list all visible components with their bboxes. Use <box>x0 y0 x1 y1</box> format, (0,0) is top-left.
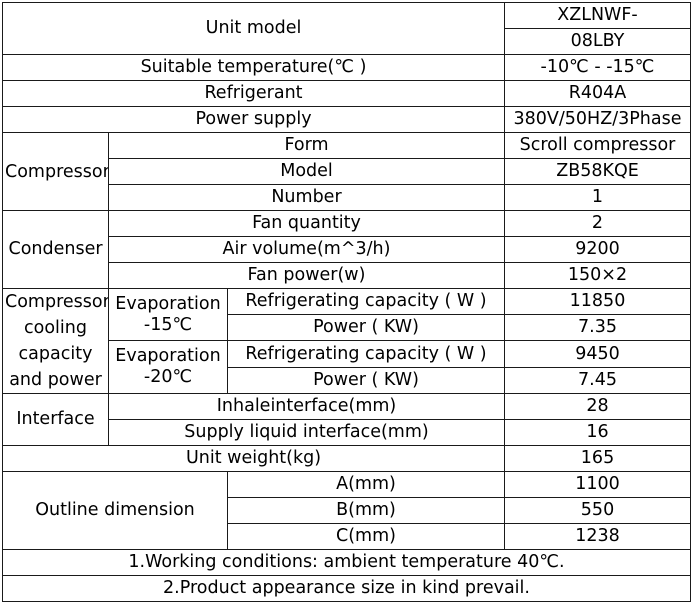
table-row: Power ( KW) 7.45 <box>3 367 691 394</box>
table-row: Unit model XZLNWF- <box>2 2 691 55</box>
dimension-c-label: C(mm) <box>227 523 505 550</box>
table-row: Condenser Fan quantity 2 <box>2 210 691 289</box>
power-supply-label: Power supply <box>2 106 505 133</box>
table-row: Model ZB58KQE <box>3 158 691 185</box>
table-row: Power ( KW) 7.35 <box>3 314 691 341</box>
unit-model-value-line1: XZLNWF- <box>504 2 691 29</box>
refrigerant-value: R404A <box>504 80 691 107</box>
air-volume-value: 9200 <box>504 236 691 263</box>
evaporation-15-line2: -15℃ <box>143 314 193 335</box>
compressor-model-label: Model <box>108 158 505 185</box>
compressor-form-value: Scroll compressor <box>504 132 691 159</box>
unit-weight-value: 165 <box>504 445 691 472</box>
table-row: Power supply 380V/50HZ/3Phase <box>2 106 691 133</box>
outline-dimension-label: Outline dimension <box>2 471 228 550</box>
inhale-interface-value: 28 <box>504 393 691 420</box>
table-row: Number 1 <box>3 184 691 211</box>
table-row: Compressor cooling capacity and power Ev… <box>2 288 691 394</box>
table-row: Evaporation -20℃ Refrigerating capacity … <box>3 340 691 394</box>
evaporation-15-label: Evaporation -15℃ <box>108 288 228 341</box>
compressor-label: Compressor <box>2 132 109 211</box>
condenser-label: Condenser <box>2 210 109 289</box>
evap1-power-value: 7.35 <box>504 314 691 341</box>
table-row: Outline dimension A(mm) 1100 <box>2 471 691 550</box>
unit-weight-label: Unit weight(kg) <box>2 445 505 472</box>
evap1-capacity-label: Refrigerating capacity ( W ) <box>227 288 505 315</box>
cooling-capacity-label: Compressor cooling capacity and power <box>2 288 109 394</box>
compressor-form-label: Form <box>108 132 505 159</box>
air-volume-label: Air volume(m^3/h) <box>108 236 505 263</box>
dimension-b-label: B(mm) <box>227 497 505 524</box>
dimension-a-label: A(mm) <box>227 471 505 498</box>
table-row: 08LBY <box>3 28 691 55</box>
evap2-power-value: 7.45 <box>504 367 691 394</box>
inhale-interface-label: Inhaleinterface(mm) <box>108 393 505 420</box>
unit-model-label: Unit model <box>2 2 505 55</box>
fan-quantity-label: Fan quantity <box>108 210 505 237</box>
unit-model-value-line2: 08LBY <box>504 28 691 55</box>
table-row: 2.Product appearance size in kind prevai… <box>2 575 691 602</box>
evaporation-15-line1: Evaporation <box>115 293 221 314</box>
table-row: Refrigerant R404A <box>2 80 691 107</box>
evap1-power-label: Power ( KW) <box>227 314 505 341</box>
suitable-temperature-value: -10℃ - -15℃ <box>504 54 691 81</box>
interface-label: Interface <box>2 393 109 446</box>
refrigerant-label: Refrigerant <box>2 80 505 107</box>
table-row: Suitable temperature(℃ ) -10℃ - -15℃ <box>2 54 691 81</box>
table-row: Unit weight(kg) 165 <box>2 445 691 472</box>
dimension-a-value: 1100 <box>504 471 691 498</box>
evaporation-20-line1: Evaporation <box>115 346 221 366</box>
note-working-conditions: 1.Working conditions: ambient temperatur… <box>2 549 691 576</box>
table-row: Compressor Form Scroll compressor <box>2 132 691 211</box>
compressor-number-value: 1 <box>504 184 691 211</box>
fan-power-value: 150×2 <box>504 262 691 289</box>
power-supply-value: 380V/50HZ/3Phase <box>504 106 691 133</box>
supply-interface-value: 16 <box>504 419 691 446</box>
fan-quantity-value: 2 <box>504 210 691 237</box>
evaporation-20-line2: -20℃ <box>143 367 193 387</box>
evap2-capacity-label: Refrigerating capacity ( W ) <box>227 340 505 368</box>
suitable-temperature-label: Suitable temperature(℃ ) <box>2 54 505 81</box>
table-row: Fan power(w) 150×2 <box>3 262 691 289</box>
compressor-model-value: ZB58KQE <box>504 158 691 185</box>
dimension-c-value: 1238 <box>504 523 691 550</box>
dimension-b-value: 550 <box>504 497 691 524</box>
table-row: Air volume(m^3/h) 9200 <box>3 236 691 263</box>
evaporation-20-label: Evaporation -20℃ <box>108 340 228 394</box>
evap1-capacity-value: 11850 <box>504 288 691 315</box>
table-row: 1.Working conditions: ambient temperatur… <box>2 549 691 576</box>
evap2-capacity-value: 9450 <box>504 340 691 368</box>
fan-power-label: Fan power(w) <box>108 262 505 289</box>
note-appearance: 2.Product appearance size in kind prevai… <box>2 575 691 602</box>
compressor-number-label: Number <box>108 184 505 211</box>
supply-interface-label: Supply liquid interface(mm) <box>108 419 505 446</box>
table-row: Interface Inhaleinterface(mm) 28 <box>2 393 691 446</box>
table-row: B(mm) 550 <box>3 497 691 524</box>
evap2-power-label: Power ( KW) <box>227 367 505 394</box>
